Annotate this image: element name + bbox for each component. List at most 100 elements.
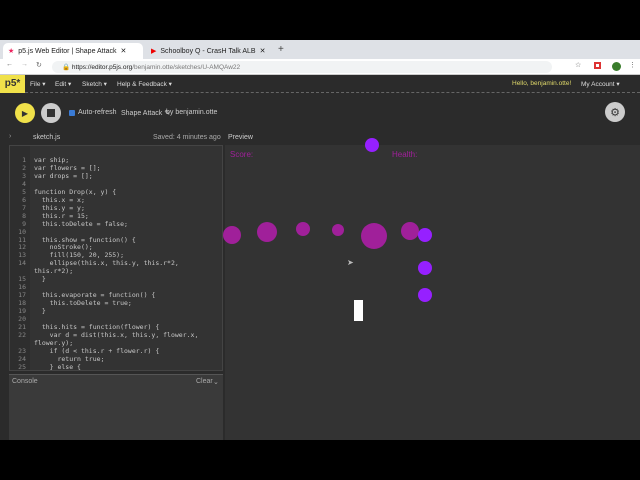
line-number: 5 [22,187,26,196]
line-number: 22 [18,330,26,339]
console-label: Console [12,378,38,385]
menu-dots-icon[interactable]: ⋮ [629,62,636,69]
p5-nav-bar: p5* File ▾ Edit ▾ Sketch ▾ Help & Feedba… [0,75,640,93]
p5-logo[interactable]: p5* [0,75,25,93]
code-line[interactable]: flower.y); [10,339,73,347]
line-number: 19 [18,307,26,316]
sketch-author: by benjamin.otte [166,109,218,116]
code-line[interactable]: 5 function Drop(x, y) { [10,188,116,196]
back-icon[interactable]: ← [6,61,13,68]
code-line[interactable]: 19 } [10,307,46,315]
code-line[interactable]: 15 } [10,275,46,283]
code-line[interactable]: 3 var drops = []; [10,172,93,180]
code-line[interactable]: 10 [10,228,34,236]
settings-button[interactable]: ⚙ [605,102,625,122]
flower [296,222,310,236]
code-line[interactable]: 22 var d = dist(this.x, this.y, flower.x… [10,331,198,339]
code-text: function Drop(x, y) { [34,187,117,196]
code-text: } [34,307,46,316]
new-tab-button[interactable]: + [278,44,284,55]
forward-icon[interactable]: → [21,61,28,68]
stop-icon [47,109,55,117]
menu-help[interactable]: Help & Feedback ▾ [117,81,172,88]
code-text: return true; [34,354,105,363]
line-number: 14 [18,259,26,268]
code-line[interactable]: 11 this.show = function() { [10,236,136,244]
line-number: 16 [18,283,26,292]
code-text: this.evaporate = function() { [34,291,156,300]
code-editor[interactable]: 1 var ship; 2 var flowers = []; 3 var drops =… [9,145,223,371]
code-line[interactable]: this.r*2); [10,267,73,275]
code-text: noStroke(); [34,243,93,252]
expand-sidebar-icon[interactable]: › [9,133,12,140]
mouse-cursor-icon: ➤ [347,258,354,267]
flower [257,222,277,242]
code-line[interactable]: 7 this.y = y; [10,204,85,212]
console-clear-button[interactable]: Clear [196,378,213,385]
code-line[interactable]: 23 if (d < this.r + flower.r) { [10,347,159,355]
code-line[interactable]: 16 [10,283,34,291]
code-text: var ship; [34,156,70,164]
url-input[interactable]: 🔒 https://editor.p5js.org/benjamin.otte/… [52,61,552,73]
menu-file[interactable]: File ▾ [30,81,46,88]
play-button[interactable]: ▶ [15,103,35,123]
auto-refresh-label: Auto-refresh [78,109,117,116]
code-line[interactable]: 24 return true; [10,355,104,363]
code-line[interactable]: 4 [10,180,34,188]
menu-edit[interactable]: Edit ▾ [55,81,72,88]
flower [223,226,241,244]
browser-tab-bar: ★ p5.js Web Editor | Shape Attack ✕ ▶ Schoo… [0,40,640,59]
code-line[interactable]: 17 this.evaporate = function() { [10,291,155,299]
stop-button[interactable] [41,103,61,123]
line-number: 11 [18,235,26,244]
bookmark-star-icon[interactable]: ☆ [575,62,582,69]
chevron-down-icon[interactable]: ⌄ [213,379,219,386]
code-line[interactable]: 13 fill(150, 20, 255); [10,251,124,259]
code-line[interactable]: 9 this.toDelete = false; [10,220,128,228]
drop [418,228,432,242]
code-line[interactable]: 20 [10,315,34,323]
line-number: 23 [18,346,26,355]
code-text: this.show = function() { [34,235,136,244]
profile-avatar[interactable] [612,62,621,71]
code-line[interactable]: 1 var ship; [10,156,69,164]
close-tab-icon[interactable]: ✕ [259,48,266,55]
code-line[interactable]: 8 this.r = 15; [10,212,89,220]
close-tab-icon[interactable]: ✕ [120,48,127,55]
tab-p5-editor[interactable]: ★ p5.js Web Editor | Shape Attack ✕ [3,43,143,59]
line-number: 3 [22,171,26,180]
line-number: 7 [22,203,26,212]
score-label: Score: [230,150,254,159]
play-icon: ▶ [21,108,29,118]
line-number: 9 [22,219,26,228]
line-number: 12 [18,243,26,252]
line-number: 21 [18,322,26,331]
menu-sketch[interactable]: Sketch ▾ [82,81,107,88]
code-line[interactable]: 6 this.x = x; [10,196,85,204]
ship [354,300,363,321]
code-line[interactable]: 14 ellipse(this.x, this.y, this.r*2, [10,259,179,267]
line-gutter [10,146,30,370]
drop [365,138,379,152]
extension-icon[interactable] [594,62,601,69]
code-text: var flowers = []; [34,163,101,172]
health-label: Health: [392,150,418,159]
line-number: 17 [18,291,26,300]
code-line[interactable]: 25 } else { [10,363,81,371]
line-number: 1 [22,156,26,164]
code-line[interactable]: 21 this.hits = function(flower) { [10,323,159,331]
sketch-name[interactable]: Shape Attack ✎ [121,110,171,117]
preview-canvas[interactable]: Score: Health: ➤ [223,138,640,440]
auto-refresh-checkbox[interactable] [69,110,75,116]
gear-icon: ⚙ [610,106,620,119]
code-text: } [34,275,46,284]
tab-youtube[interactable]: ▶ Schoolboy Q - CrasH Talk ALB ✕ [151,47,266,56]
code-text: this.toDelete = true; [34,299,132,308]
filename: sketch.js [33,134,61,141]
code-line[interactable]: 18 this.toDelete = true; [10,299,132,307]
code-line[interactable]: 2 var flowers = []; [10,163,101,172]
reload-icon[interactable]: ↻ [36,62,42,69]
code-line[interactable]: 12 noStroke(); [10,243,93,251]
my-account-menu[interactable]: My Account ▾ [581,81,620,88]
flower [401,222,419,240]
